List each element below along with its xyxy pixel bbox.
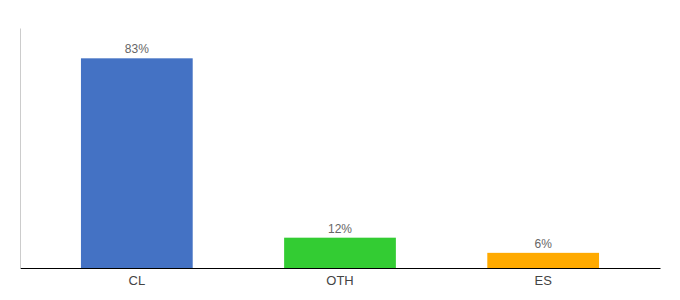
chart: 83% 12% 6% CL OTH ES <box>0 0 680 300</box>
x-tick-label: ES <box>535 273 553 288</box>
bar <box>284 238 396 268</box>
y-axis <box>20 29 21 269</box>
x-tick-label: OTH <box>326 273 353 288</box>
x-tick-label: CL <box>129 273 146 288</box>
x-tick: OTH <box>326 273 353 288</box>
x-tick: ES <box>535 273 553 288</box>
x-tick: CL <box>129 273 146 288</box>
bar <box>81 58 193 268</box>
bars <box>81 58 599 268</box>
x-axis: CL OTH ES <box>21 269 661 289</box>
x-axis-line <box>21 268 661 269</box>
data-label: 6% <box>535 237 553 251</box>
bar <box>487 253 599 268</box>
plot: 83% 12% 6% CL OTH ES <box>21 29 661 289</box>
data-label: 83% <box>125 42 149 56</box>
data-labels: 83% 12% 6% <box>125 42 552 251</box>
data-label: 12% <box>328 222 352 236</box>
y-axis-line <box>20 29 21 269</box>
